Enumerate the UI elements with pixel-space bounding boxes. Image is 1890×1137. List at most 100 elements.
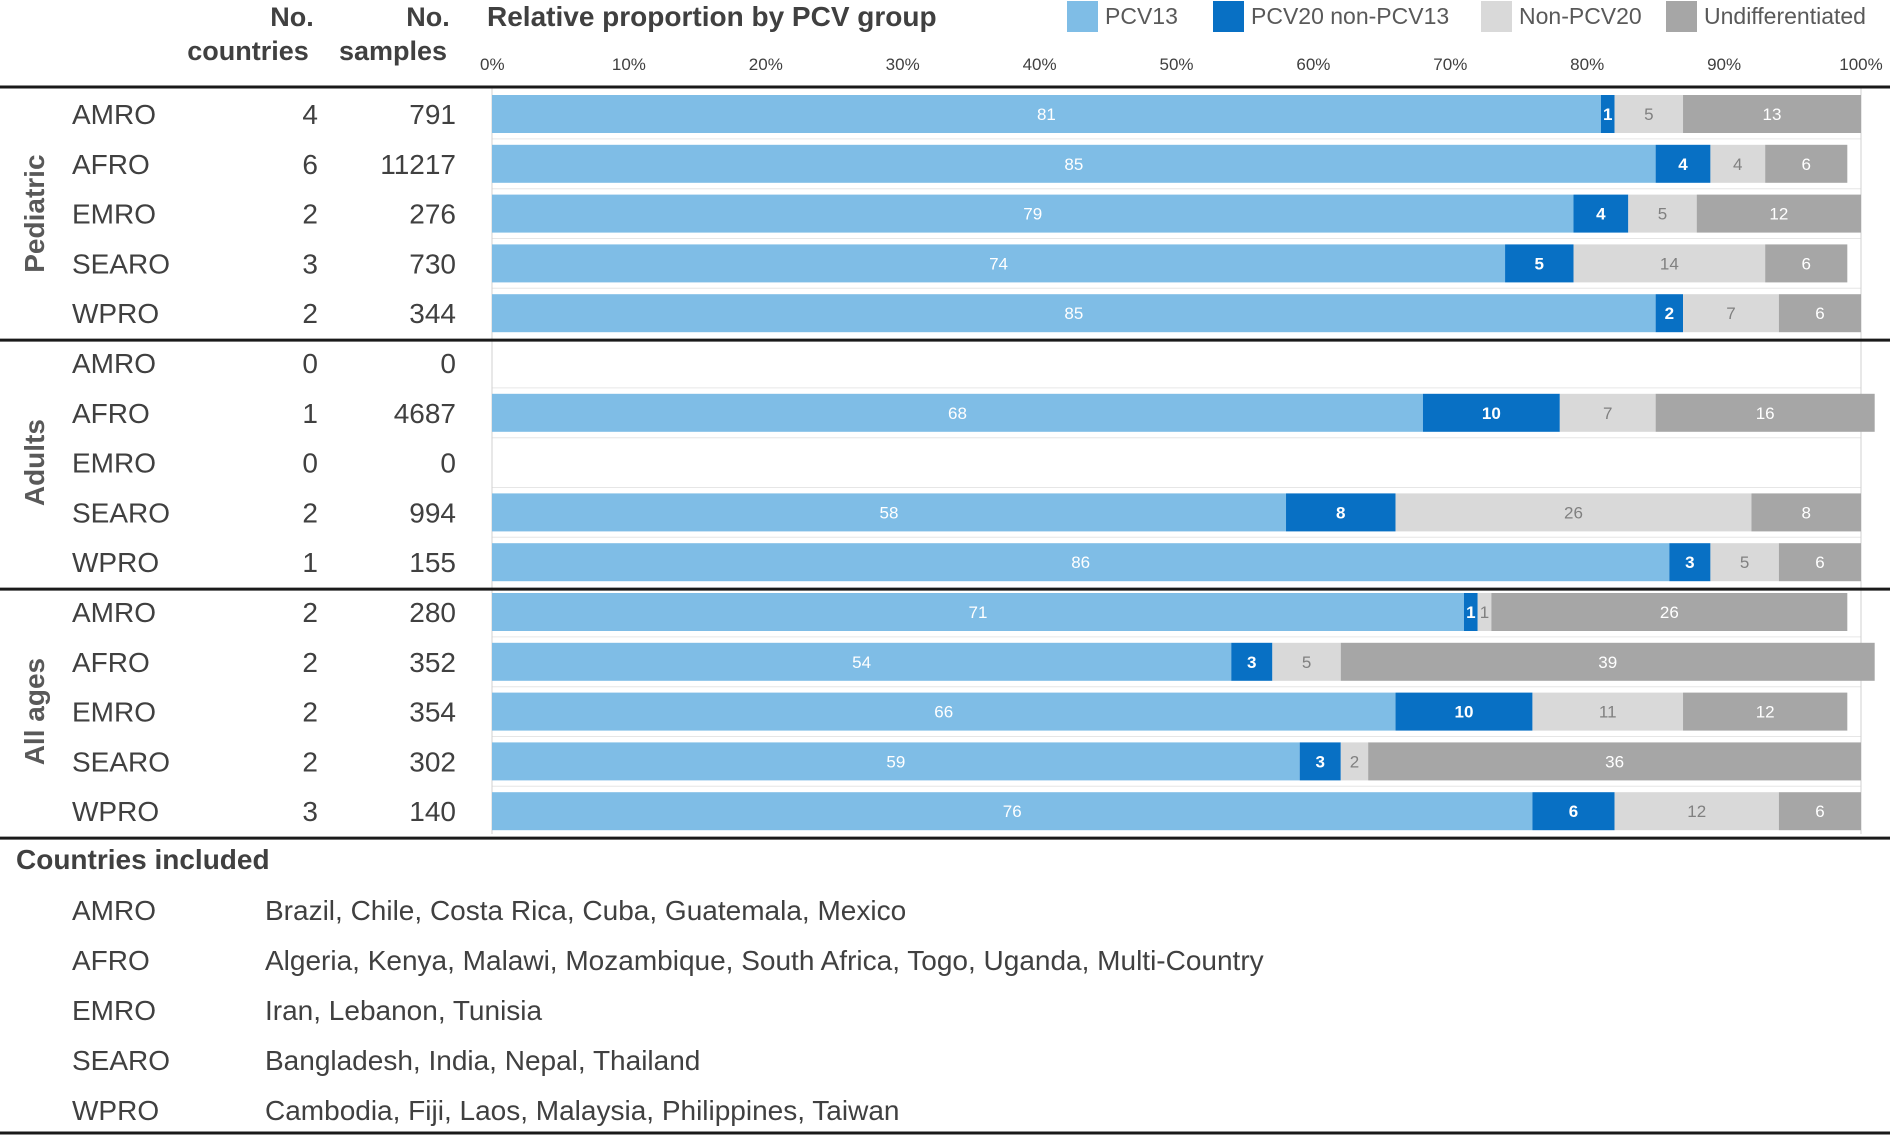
bar-segment-non-pcv20 <box>1559 393 1656 432</box>
group-label-all-ages: All ages <box>19 658 50 765</box>
bar-segment-undifferentiated <box>1683 95 1861 133</box>
row-countries-value: 3 <box>302 248 318 279</box>
row-region-label: AMRO <box>72 597 156 628</box>
bar-segment-undifferentiated <box>1751 493 1861 532</box>
bar-segment-label: 1 <box>1480 603 1489 622</box>
x-tick-label: 80% <box>1570 55 1604 74</box>
bar-segment-non-pcv20 <box>1272 642 1341 681</box>
bar-segment-label: 5 <box>1302 653 1311 672</box>
bar-segment-label: 39 <box>1598 653 1617 672</box>
x-axis-ticks: 0% 10% 20% 30% 40% 50% 60% 70% 80% 90% 100% <box>480 55 1883 74</box>
bar-segment-pcv13 <box>492 543 1670 582</box>
row-samples-value: 354 <box>409 697 456 728</box>
bar-segment-label: 6 <box>1815 304 1824 323</box>
row-countries-value: 2 <box>302 199 318 230</box>
x-tick-label: 30% <box>886 55 920 74</box>
bar-segment-pcv20-non-pcv13 <box>1600 95 1615 133</box>
bar-segment-pcv20-non-pcv13 <box>1532 792 1615 831</box>
bar-segment-label: 26 <box>1564 503 1583 522</box>
bar-segment-non-pcv20 <box>1628 194 1697 233</box>
countries-region-list: Iran, Lebanon, Tunisia <box>265 995 543 1026</box>
row-region-label: WPRO <box>72 796 159 827</box>
bar-segment-label: 5 <box>1644 105 1653 124</box>
bar-segment-pcv20-non-pcv13 <box>1505 244 1574 283</box>
bar-segment-non-pcv20 <box>1532 692 1684 731</box>
bar-segment-undifferentiated <box>1491 593 1848 631</box>
bar-segment-undifferentiated <box>1778 294 1861 333</box>
legend-label-non-pcv20: Non-PCV20 <box>1519 3 1642 29</box>
bar-segment-label: 66 <box>934 703 953 722</box>
bar-segment-pcv13 <box>492 294 1656 333</box>
bar-segment-label: 71 <box>969 603 988 622</box>
bar-segment-label: 1 <box>1466 603 1475 622</box>
bar-segment-label: 58 <box>880 503 899 522</box>
row-region-label: WPRO <box>72 547 159 578</box>
bar-segment-undifferentiated <box>1696 194 1861 233</box>
bar-segment-label: 68 <box>948 404 967 423</box>
row-region-label: AFRO <box>72 398 150 429</box>
bar-segment-pcv13 <box>492 642 1232 681</box>
bar-segment-undifferentiated <box>1765 144 1848 183</box>
row-countries-value: 1 <box>302 398 318 429</box>
bar-segment-label: 6 <box>1569 802 1578 821</box>
bar-segment-label: 13 <box>1763 105 1782 124</box>
row-samples-value: 155 <box>409 547 456 578</box>
row-region-label: SEARO <box>72 746 170 777</box>
bar-segment-label: 8 <box>1336 503 1345 522</box>
bar-segment-pcv20-non-pcv13 <box>1573 194 1629 233</box>
bar-segment-label: 2 <box>1665 304 1674 323</box>
bar-segment-label: 7 <box>1603 404 1612 423</box>
bar-segment-pcv20-non-pcv13 <box>1655 294 1684 333</box>
row-countries-value: 4 <box>302 99 318 130</box>
countries-header-line1: No. <box>270 2 314 32</box>
chart-title: Relative proportion by PCV group <box>487 1 937 32</box>
bar-segment-undifferentiated <box>1655 393 1875 432</box>
legend-swatch-non-pcv20 <box>1481 1 1512 32</box>
bar-segment-label: 76 <box>1003 802 1022 821</box>
x-tick-label: 90% <box>1707 55 1741 74</box>
bar-segment-undifferentiated <box>1340 642 1875 681</box>
row-countries-value: 2 <box>302 597 318 628</box>
bar-segment-pcv20-non-pcv13 <box>1463 593 1478 631</box>
bar-segment-pcv13 <box>492 144 1656 183</box>
row-samples-value: 791 <box>409 99 456 130</box>
bar-segment-label: 10 <box>1455 703 1474 722</box>
countries-region-list: Algeria, Kenya, Malawi, Mozambique, Sout… <box>265 945 1264 976</box>
countries-region-label: SEARO <box>72 1045 170 1076</box>
row-labels: AMRO 4 791 AFRO 6 11217 EMRO 2 276 SEARO 3 730 WPRO 2… <box>72 99 456 827</box>
row-region-label: AFRO <box>72 647 150 678</box>
row-region-label: AMRO <box>72 348 156 379</box>
row-region-label: WPRO <box>72 298 159 329</box>
bar-segment-label: 36 <box>1605 752 1624 771</box>
bar-segment-label: 4 <box>1596 205 1606 224</box>
bar-segment-pcv20-non-pcv13 <box>1422 393 1560 432</box>
bar-segment-label: 26 <box>1660 603 1679 622</box>
bar-segment-non-pcv20 <box>1710 144 1766 183</box>
group-label-adults: Adults <box>19 419 50 506</box>
countries-region-label: WPRO <box>72 1095 159 1126</box>
legend-swatch-undifferentiated <box>1666 1 1697 32</box>
row-countries-value: 3 <box>302 796 318 827</box>
x-tick-label: 20% <box>749 55 783 74</box>
row-samples-value: 302 <box>409 746 456 777</box>
bar-segment-non-pcv20 <box>1614 792 1779 831</box>
bar-segment-pcv13 <box>492 692 1396 731</box>
legend-swatch-pcv20-non-pcv13 <box>1213 1 1244 32</box>
bar-segment-label: 4 <box>1678 155 1688 174</box>
row-countries-value: 2 <box>302 497 318 528</box>
samples-header-line2: samples <box>339 36 447 66</box>
bar-segment-label: 14 <box>1660 254 1679 273</box>
bar-segment-label: 6 <box>1815 553 1824 572</box>
row-region-label: SEARO <box>72 248 170 279</box>
row-samples-value: 4687 <box>394 398 456 429</box>
bar-segment-non-pcv20 <box>1710 543 1779 582</box>
bar-segment-label: 7 <box>1726 304 1735 323</box>
row-region-label: AFRO <box>72 149 150 180</box>
bar-segment-non-pcv20 <box>1573 244 1766 283</box>
row-countries-value: 2 <box>302 298 318 329</box>
row-countries-value: 0 <box>302 448 318 479</box>
bar-segment-undifferentiated <box>1778 543 1861 582</box>
bar-segment-pcv13 <box>492 493 1287 532</box>
bar-segment-non-pcv20 <box>1340 742 1369 781</box>
